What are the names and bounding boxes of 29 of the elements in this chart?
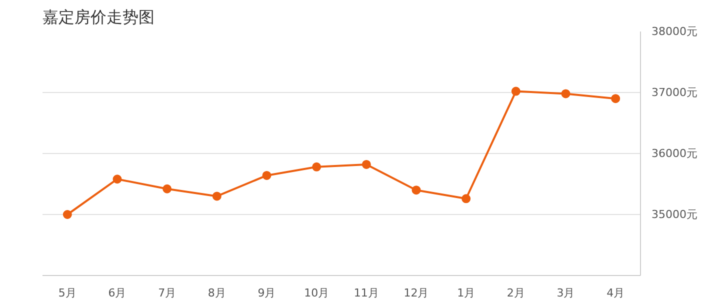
x-tick-label: 1月 xyxy=(457,286,476,300)
point xyxy=(62,210,72,219)
x-tick-label: 6月 xyxy=(108,286,126,300)
chart-title: 嘉定房价走势图 xyxy=(42,8,154,26)
point xyxy=(412,186,421,195)
x-tick-label: 5月 xyxy=(58,286,76,300)
x-tick-label: 12月 xyxy=(404,286,429,300)
point xyxy=(112,174,122,184)
x-tick-label: 9月 xyxy=(258,286,276,300)
point xyxy=(511,86,520,96)
point xyxy=(462,194,471,204)
point xyxy=(262,170,272,180)
y-tick-label: 38000元 xyxy=(652,25,698,38)
point xyxy=(162,184,172,194)
x-tick-label: 11月 xyxy=(354,286,379,300)
point xyxy=(362,160,371,169)
y-tick-label: 36000元 xyxy=(652,147,698,160)
y-tick-label: 35000元 xyxy=(652,208,698,221)
point xyxy=(561,89,570,98)
x-tick-label: 8月 xyxy=(208,286,226,300)
point xyxy=(212,192,222,201)
x-tick-label: 10月 xyxy=(304,286,330,300)
y-tick-label: 37000元 xyxy=(652,86,698,99)
x-tick-label: 4月 xyxy=(606,286,625,300)
x-tick-label: 7月 xyxy=(158,286,176,300)
x-tick-label: 2月 xyxy=(506,286,525,300)
point xyxy=(312,162,322,172)
point xyxy=(611,94,620,104)
x-tick-label: 3月 xyxy=(556,286,575,300)
